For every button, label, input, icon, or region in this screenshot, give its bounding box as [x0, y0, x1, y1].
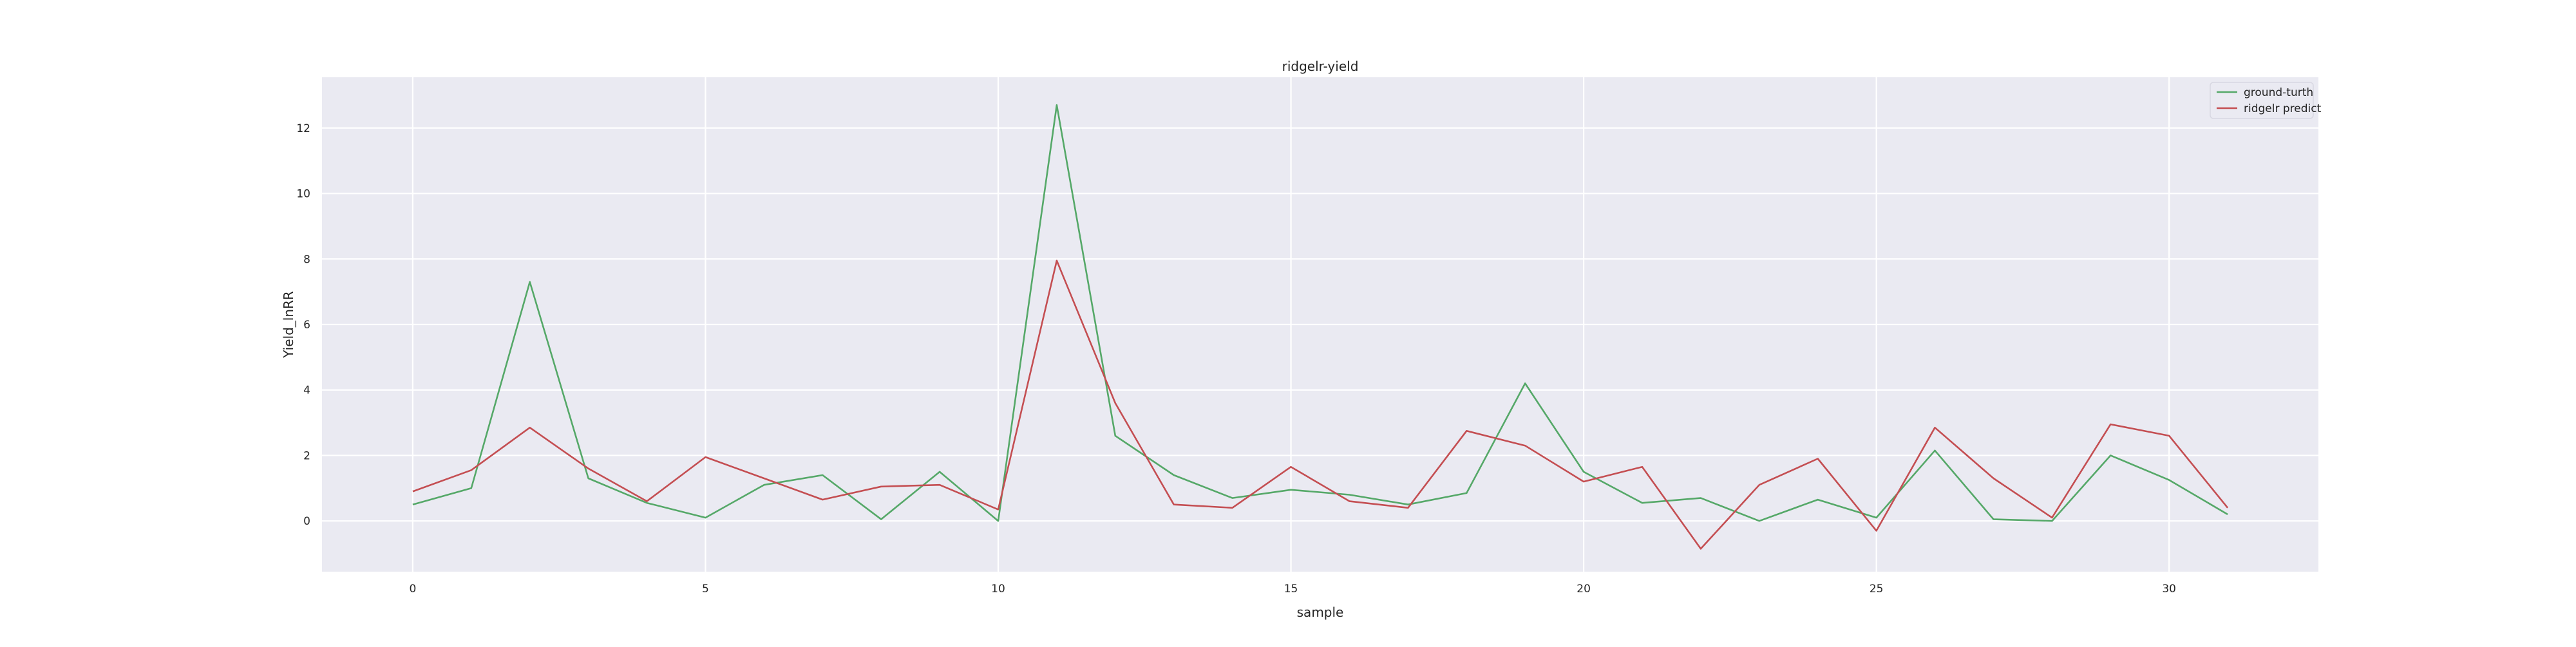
- x-tick-label: 0: [409, 583, 416, 595]
- series-line-ground-turth: [412, 104, 2228, 522]
- x-tick-label: 25: [1870, 583, 1884, 595]
- legend: ground-turth ridgelr predict: [2210, 82, 2322, 119]
- grid-lines: [322, 77, 2318, 572]
- y-tick-label: 6: [303, 319, 310, 332]
- legend-label-ridgelr-predict: ridgelr predict: [2244, 102, 2322, 115]
- y-tick-label: 12: [296, 122, 310, 135]
- x-tick-label: 30: [2162, 583, 2176, 595]
- x-tick-label: 5: [702, 583, 709, 595]
- x-tick-label: 10: [991, 583, 1005, 595]
- legend-label-ground-turth: ground-turth: [2244, 86, 2313, 99]
- y-tick-label: 8: [303, 253, 310, 266]
- series-line-ridgelr-predict: [412, 259, 2229, 550]
- y-axis-label: Yield_lnRR: [281, 291, 296, 359]
- x-tick-label: 15: [1284, 583, 1298, 595]
- x-axis-label: sample: [1297, 605, 1344, 620]
- series-lines: [412, 104, 2229, 550]
- y-tick-label: 0: [303, 515, 310, 528]
- x-tick-label: 20: [1577, 583, 1591, 595]
- tick-labels: 0 5 10 15 20 25 30 0 2 4 6 8 10 12: [296, 122, 2176, 595]
- y-tick-label: 4: [303, 384, 310, 397]
- chart-title: ridgelr-yield: [1282, 59, 1359, 74]
- y-tick-label: 2: [303, 449, 310, 462]
- y-tick-label: 10: [296, 188, 310, 201]
